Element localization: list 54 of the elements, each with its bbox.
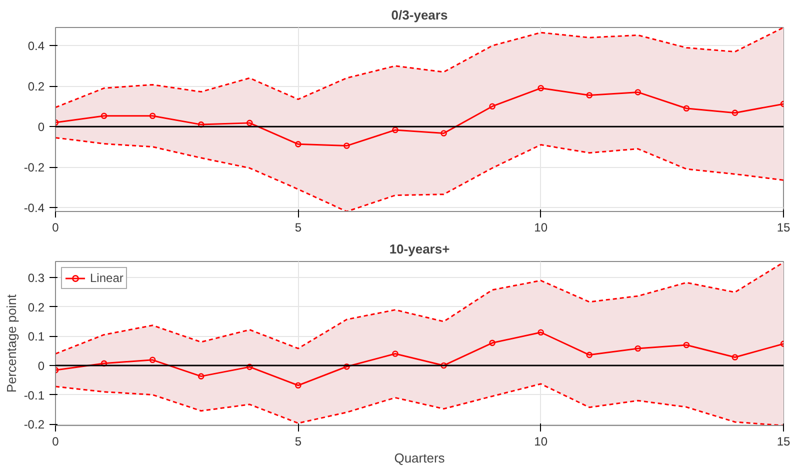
x-tick-label: 10 (534, 434, 548, 448)
point (683, 105, 690, 112)
line-series (56, 262, 784, 354)
point (246, 120, 253, 126)
point (344, 142, 350, 149)
point (586, 352, 593, 358)
y-tick-label: 0.2 (28, 80, 45, 94)
point (634, 345, 642, 352)
x-tick-label: 15 (776, 220, 790, 234)
y-tick-label: 0.3 (28, 271, 45, 286)
x-axis-title: Quarters (394, 450, 446, 466)
point (344, 363, 350, 370)
point (538, 329, 544, 336)
point (392, 126, 398, 134)
y-tick-label: -0.1 (24, 388, 45, 402)
point (586, 92, 593, 98)
y-axis-title: Percentage point (4, 294, 19, 393)
point (440, 130, 447, 136)
chart-title: 10-years+ (389, 242, 450, 256)
x-tick-label: 15 (776, 434, 790, 448)
x-tick-label: 0 (52, 434, 60, 448)
line-series (56, 28, 784, 108)
point (295, 382, 302, 389)
x-tick-label: 5 (294, 220, 302, 234)
point (634, 89, 642, 96)
point (489, 103, 496, 110)
y-tick-label: -0.4 (24, 200, 45, 215)
point (100, 360, 108, 367)
point (198, 373, 204, 380)
point (538, 85, 544, 92)
point (683, 342, 690, 348)
x-tick-label: 5 (294, 434, 302, 448)
chart-title: 0/3-years (391, 8, 448, 22)
point (100, 112, 108, 120)
y-tick-label: 0.1 (28, 330, 45, 344)
point (295, 141, 302, 148)
y-tick-label: 0.4 (28, 39, 45, 54)
y-tick-label: 0 (38, 358, 45, 373)
y-tick-label: -0.2 (24, 418, 45, 432)
y-tick-label: 0.2 (28, 300, 45, 314)
y-tick-label: 0 (38, 120, 45, 134)
y-tick-label: -0.2 (24, 160, 45, 175)
point (392, 350, 398, 357)
point (440, 362, 447, 369)
point (489, 340, 496, 346)
point (732, 110, 738, 116)
point (246, 364, 253, 370)
point (149, 356, 156, 364)
point (732, 354, 738, 360)
legend-label: Linear (90, 271, 124, 285)
point (149, 112, 156, 120)
x-tick-label: 0 (52, 220, 60, 234)
x-tick-label: 10 (534, 220, 548, 234)
point (198, 121, 204, 128)
